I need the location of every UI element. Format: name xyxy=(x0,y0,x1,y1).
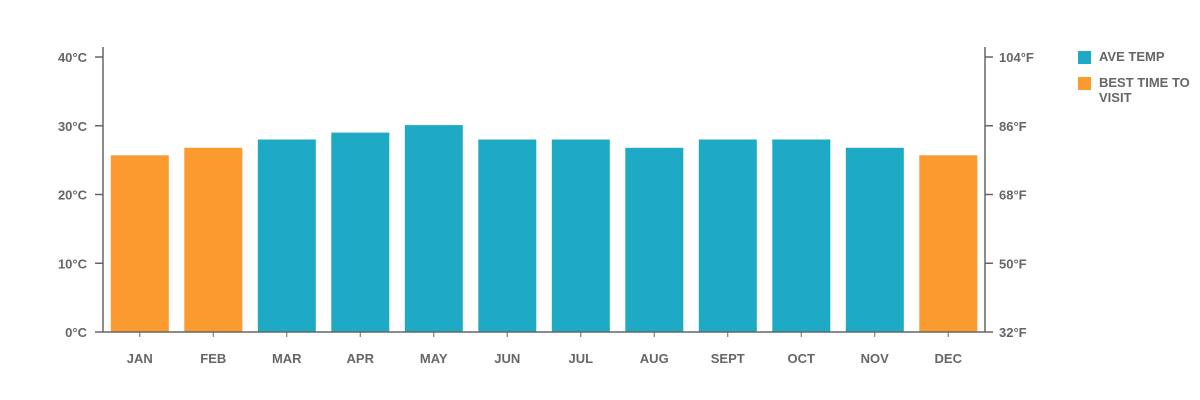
bar-may xyxy=(404,125,463,332)
legend: AVE TEMP BEST TIME TO VISIT xyxy=(1078,48,1198,114)
bar-oct xyxy=(772,139,831,332)
left-tick-label: 40°C xyxy=(58,50,88,65)
bar-aug xyxy=(625,147,684,333)
x-label-oct: OCT xyxy=(788,351,816,366)
bar-dec xyxy=(919,155,978,332)
bar-apr xyxy=(331,132,390,332)
x-label-feb: FEB xyxy=(200,351,226,366)
bar-jul xyxy=(551,139,610,332)
bar-mar xyxy=(257,139,316,332)
legend-item-ave-temp: AVE TEMP xyxy=(1078,48,1198,74)
legend-label-best-time: BEST TIME TO VISIT xyxy=(1099,75,1190,105)
right-tick-label: 32°F xyxy=(999,325,1027,340)
x-label-apr: APR xyxy=(347,351,375,366)
bar-jun xyxy=(478,139,537,332)
axes-group xyxy=(102,47,986,333)
left-tick-label: 10°C xyxy=(58,256,88,271)
bar-nov xyxy=(845,147,904,333)
right-axis-ticks: 32°F 50°F 68°F 86°F 104°F xyxy=(985,50,1034,340)
left-tick-label: 30°C xyxy=(58,119,88,134)
x-label-jul: JUL xyxy=(568,351,593,366)
x-label-dec: DEC xyxy=(935,351,963,366)
left-tick-label: 0°C xyxy=(65,325,87,340)
bar-jan xyxy=(110,155,169,332)
legend-swatch-best-time xyxy=(1078,77,1091,90)
x-label-sept: SEPT xyxy=(711,351,745,366)
x-label-jun: JUN xyxy=(494,351,520,366)
x-label-aug: AUG xyxy=(640,351,669,366)
x-label-mar: MAR xyxy=(272,351,302,366)
legend-swatch-ave-temp xyxy=(1078,51,1091,64)
bar-sept xyxy=(698,139,757,332)
right-tick-label: 68°F xyxy=(999,188,1027,203)
legend-label-ave-temp: AVE TEMP xyxy=(1099,49,1165,64)
right-tick-label: 50°F xyxy=(999,256,1027,271)
right-tick-label: 86°F xyxy=(999,119,1027,134)
bars-group xyxy=(110,125,978,333)
right-tick-label: 104°F xyxy=(999,50,1034,65)
bar-feb xyxy=(184,147,243,333)
x-label-nov: NOV xyxy=(861,351,890,366)
x-label-may: MAY xyxy=(420,351,448,366)
legend-item-best-time: BEST TIME TO VISIT xyxy=(1078,74,1198,114)
left-tick-label: 20°C xyxy=(58,188,88,203)
category-labels: JAN FEB MAR APR MAY JUN JUL AUG SEPT OCT NOV DEC xyxy=(127,332,963,366)
left-axis-ticks: 0°C 10°C 20°C 30°C 40°C xyxy=(58,50,103,340)
x-label-jan: JAN xyxy=(127,351,153,366)
